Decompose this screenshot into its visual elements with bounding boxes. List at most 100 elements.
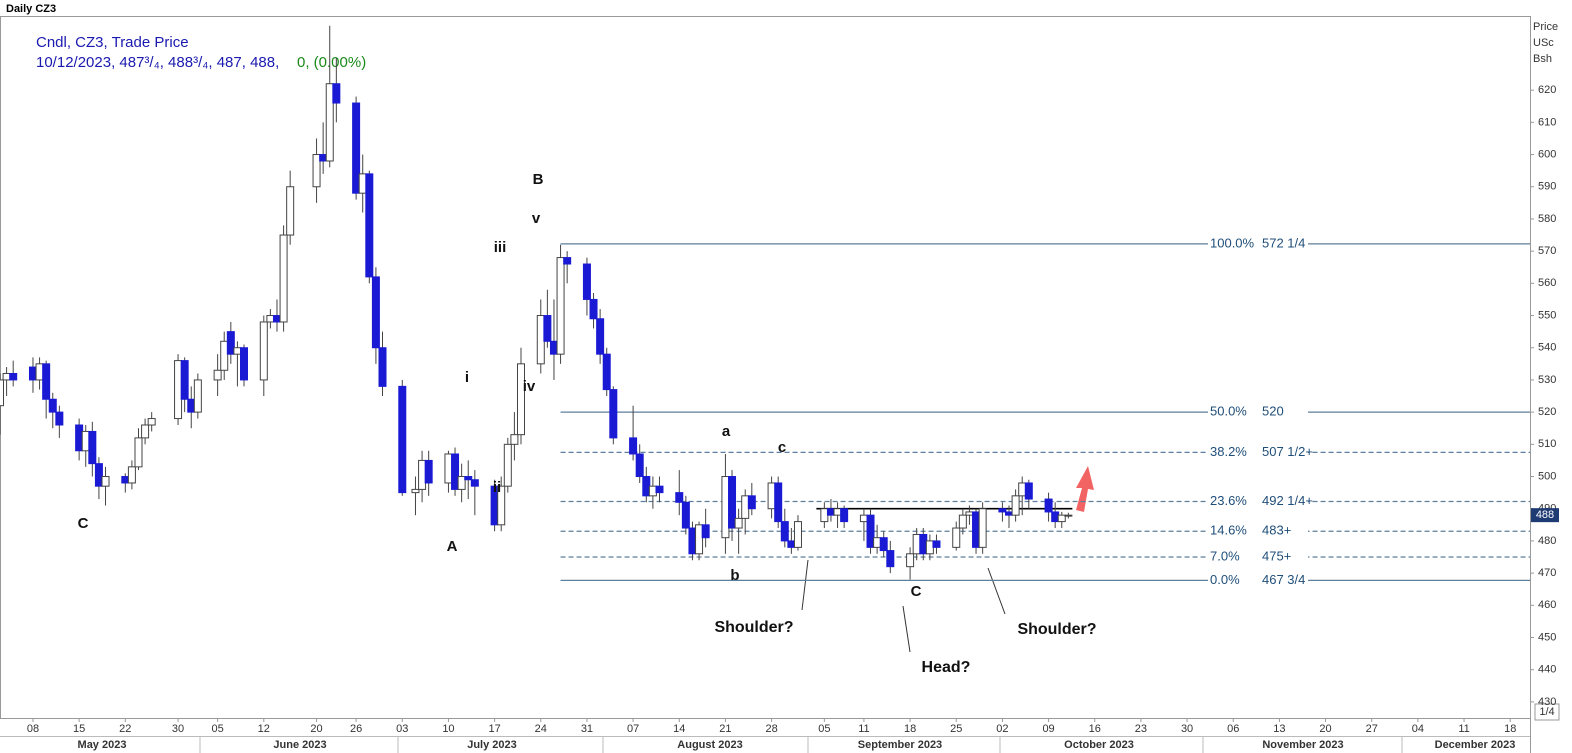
wave-label: iv [523, 378, 536, 395]
month-label: July 2023 [467, 739, 517, 751]
fib-label-bg [1208, 404, 1308, 421]
candle-body [978, 508, 987, 548]
month-label: May 2023 [78, 739, 127, 751]
candle-body [424, 459, 433, 484]
candle-body [55, 411, 64, 426]
candle-body [42, 363, 51, 400]
candle-body [398, 385, 407, 494]
candle-body [418, 459, 427, 490]
candle-body [101, 476, 110, 487]
fib-label-bg [1208, 444, 1308, 461]
candle-body [1064, 514, 1073, 517]
fib-price: 520 [1262, 404, 1284, 419]
candle-body [510, 434, 519, 445]
month-label: August 2023 [677, 739, 742, 751]
pointer-line [902, 605, 911, 653]
candle-body [681, 501, 690, 529]
candle-body [675, 492, 684, 503]
x-tick-label: 15 [73, 723, 85, 735]
candle-body [972, 511, 981, 548]
candle-body [233, 347, 242, 355]
pattern-label: Shoulder? [1017, 621, 1096, 638]
candle-body [94, 463, 103, 487]
fib-price: 483+ [1262, 523, 1291, 538]
y-tick-label: 570 [1538, 245, 1556, 257]
candle-body [543, 315, 552, 342]
x-tick-label: 14 [673, 723, 685, 735]
candle-body [563, 257, 572, 265]
candle-body [932, 540, 941, 548]
y-axis-label: Price [1533, 21, 1558, 33]
candle-body [767, 482, 776, 510]
candle-body [965, 511, 974, 516]
fib-percent: 14.6% [1210, 523, 1247, 538]
wave-label: a [722, 423, 731, 440]
candle-body [240, 347, 249, 381]
candle-body [635, 453, 644, 478]
candle-body [213, 369, 222, 381]
x-tick-label: 23 [1135, 723, 1147, 735]
candle-body [88, 430, 97, 465]
candle-body [695, 524, 704, 555]
x-tick-label: 20 [310, 723, 322, 735]
candle-body [127, 466, 136, 484]
y-tick-label: 540 [1538, 342, 1556, 354]
candle-body [1018, 482, 1027, 497]
candle-body [721, 476, 730, 539]
candle-body [9, 372, 18, 381]
candle-body [925, 540, 934, 555]
candle-body [1044, 498, 1053, 513]
pointer-line [987, 567, 1006, 615]
last-price-label: 488 [1536, 509, 1554, 521]
y-tick-label: 520 [1538, 406, 1556, 418]
fib-percent: 23.6% [1210, 493, 1247, 508]
x-tick-label: 08 [27, 723, 39, 735]
x-tick-label: 17 [488, 723, 500, 735]
candle-body [411, 488, 420, 494]
y-tick-label: 450 [1538, 631, 1556, 643]
page-marker: 1/4 [1539, 706, 1554, 718]
candle-body [747, 495, 756, 510]
x-tick-label: 18 [1504, 723, 1516, 735]
candle-body [332, 83, 341, 104]
candle-body [609, 389, 618, 439]
candle-body [642, 476, 651, 497]
x-tick-label: 11 [1458, 723, 1469, 735]
candle-body [1024, 482, 1033, 500]
pattern-label: Head? [922, 659, 971, 676]
legend-title: Cndl, CZ3, Trade Price [36, 34, 189, 51]
y-tick-label: 440 [1538, 664, 1556, 676]
y-tick-label: 470 [1538, 567, 1556, 579]
candle-body [549, 340, 558, 355]
wave-label: B [533, 171, 544, 188]
candle-body [180, 360, 189, 400]
candle-body [1057, 514, 1066, 523]
x-tick-label: 18 [904, 723, 916, 735]
candle-body [174, 360, 183, 420]
candle-body [134, 437, 143, 468]
x-tick-label: 20 [1319, 723, 1331, 735]
candle-body [503, 443, 512, 487]
fib-percent: 50.0% [1210, 404, 1247, 419]
month-label: October 2023 [1064, 739, 1134, 751]
candle-body [556, 257, 565, 355]
candle-body [629, 437, 638, 455]
x-tick-label: 05 [212, 723, 224, 735]
y-tick-label: 600 [1538, 148, 1556, 160]
candle-body [35, 363, 44, 381]
fib-price: 492 1/4+ [1262, 493, 1313, 508]
x-tick-label: 26 [350, 723, 362, 735]
x-tick-label: 25 [950, 723, 962, 735]
fib-percent: 0.0% [1210, 572, 1240, 587]
candle-body [859, 514, 868, 523]
candle-body [820, 508, 829, 523]
x-tick-label: 07 [627, 723, 639, 735]
candle-body [780, 521, 789, 542]
candle-body [470, 479, 479, 487]
wave-label: C [911, 583, 922, 600]
candle-body [352, 102, 361, 194]
candle-body [121, 476, 130, 484]
candle-body [536, 315, 545, 365]
x-tick-label: 05 [818, 723, 830, 735]
